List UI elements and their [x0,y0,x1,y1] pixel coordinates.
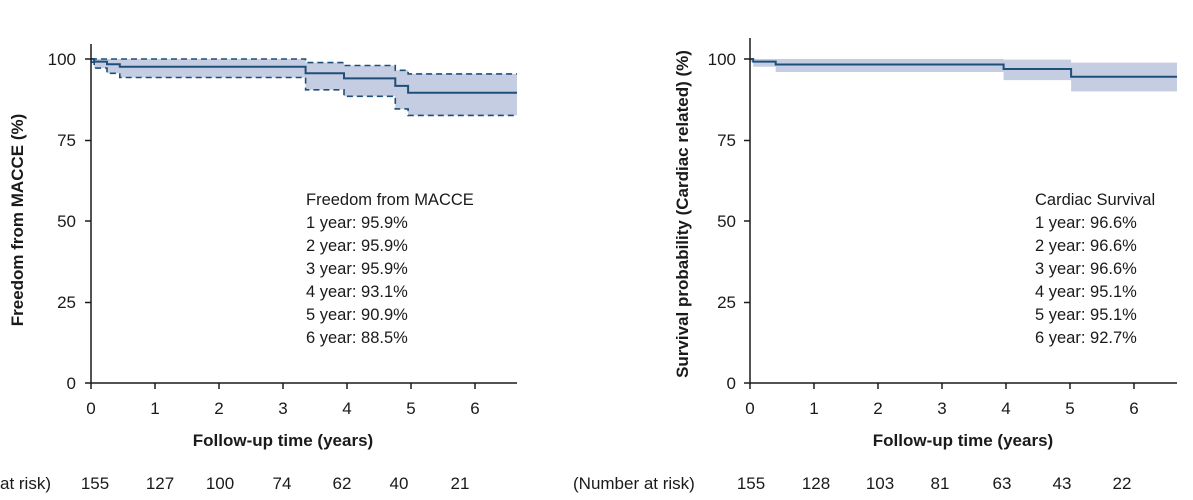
cardiac-risk-count: 63 [993,474,1012,493]
cardiac-x-tick-label: 3 [937,399,946,418]
macce-annotation-title: Freedom from MACCE [306,191,474,209]
cardiac-annotation: Cardiac Survival 1 year: 96.6% 2 year: 9… [1035,191,1155,347]
cardiac-survival-curve [750,58,1177,78]
macce-x-tick-label: 4 [342,399,351,418]
cardiac-risk-label: (Number at risk) [573,474,695,493]
macce-y-tick-label: 50 [57,212,76,231]
macce-risk-count: 127 [146,474,174,493]
macce-x-tick-label: 3 [278,399,287,418]
cardiac-y-tick-label: 0 [727,374,736,393]
macce-risk-count: 100 [206,474,234,493]
cardiac-risk-count: 81 [931,474,950,493]
macce-risk-count: 62 [333,474,352,493]
chart-macce: 0 25 50 75 100 0 1 2 3 4 5 6 Follow-up t… [0,44,517,493]
macce-confidence-band [91,59,517,116]
macce-annotation-line: 2 year: 95.9% [306,237,408,255]
macce-ci-lower-line [91,61,517,117]
macce-risk-count: 21 [451,474,470,493]
macce-y-axis-title: Freedom from MACCE (%) [8,114,27,327]
cardiac-confidence-band [750,59,1177,92]
cardiac-x-tick-label: 0 [745,399,754,418]
cardiac-risk-count: 22 [1113,474,1132,493]
macce-annotation-line: 5 year: 90.9% [306,306,408,324]
macce-x-tick-label: 2 [214,399,223,418]
macce-x-tick-label: 6 [470,399,479,418]
cardiac-annotation-line: 6 year: 92.7% [1035,329,1137,347]
macce-x-tick-label: 5 [406,399,415,418]
macce-x-tick-label: 1 [150,399,159,418]
macce-annotation: Freedom from MACCE 1 year: 95.9% 2 year:… [306,191,474,347]
macce-number-at-risk: at risk) 155 127 100 74 62 40 21 [0,474,469,493]
macce-risk-count: 74 [273,474,292,493]
macce-annotation-line: 1 year: 95.9% [306,214,408,232]
cardiac-y-axis-title: Survival probability (Cardiac related) (… [673,50,692,378]
cardiac-x-tick-label: 2 [873,399,882,418]
cardiac-annotation-title: Cardiac Survival [1035,191,1155,209]
cardiac-risk-count: 128 [802,474,830,493]
macce-survival-curve [91,58,517,94]
macce-y-tick-label: 75 [57,131,76,150]
cardiac-annotation-line: 3 year: 96.6% [1035,260,1137,278]
macce-annotation-line: 4 year: 93.1% [306,283,408,301]
macce-risk-count: 40 [390,474,409,493]
cardiac-x-tick-label: 1 [809,399,818,418]
macce-annotation-line: 6 year: 88.5% [306,329,408,347]
macce-y-tick-label: 100 [48,50,76,69]
cardiac-x-tick-label: 6 [1129,399,1138,418]
cardiac-x-tick-label: 5 [1065,399,1074,418]
macce-x-axis-title: Follow-up time (years) [193,431,373,450]
cardiac-number-at-risk: (Number at risk) 155 128 103 81 63 43 22 [573,474,1131,493]
cardiac-annotation-line: 5 year: 95.1% [1035,306,1137,324]
macce-x-tick-label: 0 [86,399,95,418]
macce-risk-count: 155 [81,474,109,493]
cardiac-risk-count: 155 [737,474,765,493]
cardiac-y-tick-label: 100 [708,50,736,69]
cardiac-x-axis-title: Follow-up time (years) [873,431,1053,450]
cardiac-y-tick-label: 25 [717,293,736,312]
cardiac-risk-count: 103 [866,474,894,493]
cardiac-annotation-line: 1 year: 96.6% [1035,214,1137,232]
macce-annotation-line: 3 year: 95.9% [306,260,408,278]
cardiac-risk-count: 43 [1053,474,1072,493]
macce-y-tick-label: 0 [67,374,76,393]
cardiac-x-tick-label: 4 [1001,399,1010,418]
cardiac-annotation-line: 4 year: 95.1% [1035,283,1137,301]
macce-ci-upper-line [91,58,517,75]
macce-risk-label: at risk) [0,474,51,493]
cardiac-annotation-line: 2 year: 96.6% [1035,237,1137,255]
macce-y-tick-label: 25 [57,293,76,312]
cardiac-y-tick-label: 50 [717,212,736,231]
cardiac-y-tick-label: 75 [717,131,736,150]
chart-cardiac-survival: 0 25 50 75 100 0 1 2 3 4 5 6 Follow-up t… [573,38,1177,493]
